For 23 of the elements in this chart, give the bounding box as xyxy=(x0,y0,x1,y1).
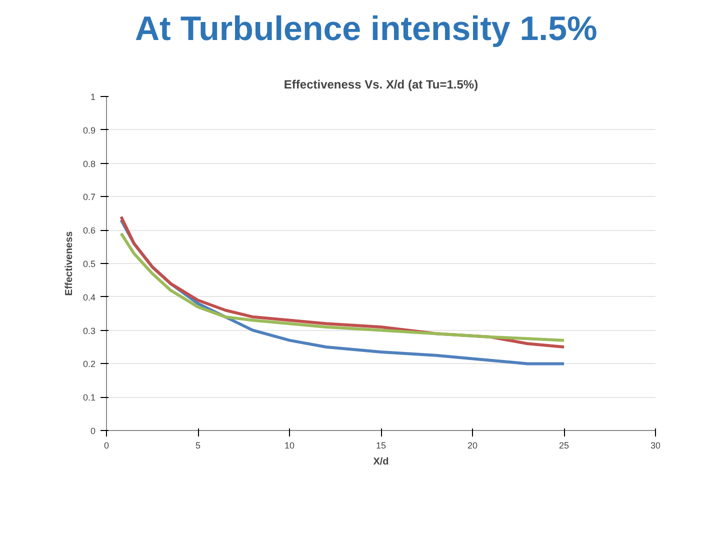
y-axis-title: Effectiveness xyxy=(64,230,75,296)
x-tick-label: 25 xyxy=(558,440,570,450)
y-tick-label: 0 xyxy=(90,426,96,436)
x-tick-label: 0 xyxy=(104,440,110,450)
x-tick-label: 5 xyxy=(195,440,201,450)
y-tick-label: 0.2 xyxy=(82,359,96,370)
x-axis-title: X/d xyxy=(373,456,389,468)
y-tick-label: 0.8 xyxy=(82,158,96,169)
y-tick-label: 0.7 xyxy=(82,192,96,202)
chart-title: At Turbulence intensity 1.5% xyxy=(135,9,598,50)
y-tick-label: 0.4 xyxy=(82,292,96,302)
line-series xyxy=(120,232,566,342)
y-tick-label: 1 xyxy=(90,92,96,102)
x-tick-label: 15 xyxy=(376,440,386,450)
x-tick-label: 20 xyxy=(467,440,478,450)
y-tick-label: 0.3 xyxy=(82,326,96,336)
y-tick-label: 0.1 xyxy=(82,392,96,403)
y-tick-label: 0.6 xyxy=(82,226,96,236)
x-tick-label: 30 xyxy=(650,440,661,450)
x-tick-label: 10 xyxy=(284,440,295,450)
y-tick-label: 0.9 xyxy=(82,125,96,136)
chart-subtitle: Effectiveness Vs. X/d (at Tu=1.5%) xyxy=(284,78,478,92)
y-tick-label: 0.5 xyxy=(82,259,96,269)
